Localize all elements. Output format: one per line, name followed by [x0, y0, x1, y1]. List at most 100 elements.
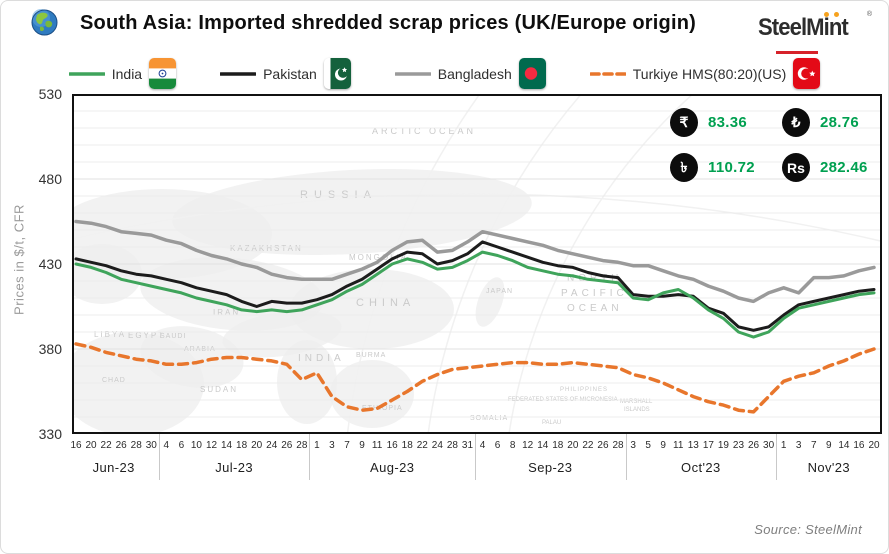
legend-line-sample — [220, 71, 257, 76]
source-note: Source: SteelMint — [754, 522, 862, 537]
x-tick-label: 17 — [702, 440, 714, 451]
legend-label: Pakistan — [263, 65, 317, 82]
x-tick-label: 11 — [673, 440, 684, 451]
legend-item-bangladesh: Bangladesh — [394, 58, 546, 89]
svg-text:CHINA: CHINA — [356, 297, 415, 309]
month-separator — [625, 434, 627, 480]
india-flag-icon — [149, 58, 177, 89]
legend-item-india: India — [68, 58, 177, 89]
x-tick-label: 4 — [479, 440, 486, 451]
y-tick-label: 530 — [38, 86, 62, 102]
svg-text:LIBYA: LIBYA — [94, 330, 126, 339]
bangladesh-flag-icon — [518, 58, 546, 89]
x-tick-label: 12 — [522, 440, 534, 451]
month-label: Aug-23 — [370, 460, 415, 475]
x-tick-label: 8 — [509, 440, 516, 451]
x-tick-label: 20 — [567, 440, 579, 451]
series-pakistan — [74, 240, 876, 332]
x-tick-label: 16 — [853, 440, 865, 451]
month-separator — [158, 434, 160, 480]
x-tick-label: 1 — [780, 440, 787, 451]
pkr-badge-icon: Rs — [782, 153, 810, 182]
x-tick-label: 26 — [597, 440, 609, 451]
x-tick-label: 26 — [747, 440, 760, 451]
svg-text:KAZAKHSTAN: KAZAKHSTAN — [230, 244, 303, 253]
legend-line-sample — [394, 71, 431, 76]
svg-text:MARSHALL: MARSHALL — [620, 399, 653, 405]
svg-text:ETHIOPIA: ETHIOPIA — [362, 405, 403, 412]
turkiye-flag-icon — [793, 58, 821, 89]
x-tick-label: 3 — [329, 440, 335, 451]
month-separator — [309, 434, 311, 480]
svg-text:OCEAN: OCEAN — [567, 303, 623, 314]
x-tick-label: 28 — [296, 440, 308, 451]
legend-item-pakistan: Pakistan — [220, 58, 351, 89]
x-tick-label: 22 — [416, 440, 428, 451]
x-tick-label: 20 — [868, 440, 880, 451]
legend: India Pakistan Bangladesh Turkiye HMS(80… — [1, 58, 888, 89]
svg-text:PALAU: PALAU — [542, 420, 561, 426]
legend-item-turkiye: Turkiye HMS(80:20)(US) — [589, 58, 821, 89]
inr-badge-value: 83.36 — [708, 114, 748, 131]
x-tick-label: 3 — [630, 440, 636, 451]
series-india — [74, 250, 876, 339]
svg-text:PHILIPPINES: PHILIPPINES — [560, 387, 608, 393]
svg-text:IRAN: IRAN — [213, 308, 240, 317]
x-tick-label: 16 — [386, 440, 398, 451]
svg-text:PACIFIC: PACIFIC — [561, 288, 628, 299]
x-tick-label: 31 — [461, 440, 474, 451]
x-tick-label: 19 — [717, 440, 729, 451]
x-tick-label: 11 — [371, 440, 383, 451]
x-tick-label: 14 — [838, 440, 850, 451]
x-tick-label: 12 — [205, 440, 218, 451]
y-tick-label: 430 — [38, 256, 62, 272]
x-tick-label: 24 — [266, 440, 278, 451]
try-badge-value: 28.76 — [820, 114, 860, 131]
x-tick-label: 28 — [612, 440, 624, 451]
pakistan-flag-icon — [323, 58, 351, 89]
x-tick-label: 9 — [826, 440, 832, 451]
x-tick-label: 10 — [190, 440, 202, 451]
x-tick-label: 5 — [645, 440, 651, 451]
globe-icon — [31, 9, 58, 36]
bdt-badge-icon: ৳ — [670, 153, 698, 182]
x-tick-label: 20 — [85, 440, 97, 451]
svg-text:CHAD: CHAD — [102, 377, 126, 384]
x-tick-label: 6 — [178, 440, 185, 451]
x-tick-label: 16 — [70, 440, 82, 451]
y-tick-label: 480 — [38, 171, 62, 187]
month-label: Sep-23 — [528, 460, 573, 475]
month-label: Nov'23 — [807, 460, 851, 475]
header: South Asia: Imported shredded scrap pric… — [1, 1, 888, 54]
month-label: Jun-23 — [92, 460, 135, 475]
x-tick-label: 18 — [552, 440, 564, 451]
series-bangladesh — [74, 219, 876, 304]
exchange-rate-badges: ₹83.36 ₺ 28.76 ৳ 110.72 Rs 282.46 — [670, 108, 888, 182]
x-tick-label: 30 — [763, 440, 775, 451]
x-tick-label: 26 — [281, 440, 293, 451]
series-turkiye-hms-80-20-us- — [74, 342, 876, 414]
x-tick-label: 14 — [537, 440, 549, 451]
svg-text:EGYPT: EGYPT — [128, 331, 165, 340]
svg-text:ARCTIC OCEAN: ARCTIC OCEAN — [372, 126, 476, 136]
x-tick-label: 9 — [359, 440, 365, 451]
x-tick-label: 18 — [236, 440, 248, 451]
svg-text:MONGOLIA: MONGOLIA — [349, 253, 408, 262]
month-label: Oct'23 — [681, 460, 721, 475]
y-tick-label: 380 — [38, 341, 62, 357]
price-lines-chart: ARCTIC OCEAN RUSSIA KAZAKHSTAN MONGOLIA CHIN… — [72, 94, 882, 434]
x-tick-label: 7 — [810, 440, 817, 451]
x-tick-label: 9 — [660, 440, 666, 451]
page-title: South Asia: Imported shredded scrap pric… — [80, 12, 696, 34]
x-tick-label: 24 — [431, 440, 443, 451]
legend-label: India — [111, 65, 143, 82]
svg-text:INDIA: INDIA — [298, 353, 345, 364]
legend-line-sample — [589, 71, 626, 76]
pkr-badge-value: 282.46 — [820, 159, 868, 176]
x-tick-label: 13 — [687, 440, 699, 451]
x-tick-label: 3 — [795, 440, 802, 451]
x-tick-label: 30 — [145, 440, 157, 451]
svg-text:RUSSIA: RUSSIA — [300, 189, 377, 201]
svg-text:BURMA: BURMA — [356, 352, 386, 359]
svg-text:SAUDI: SAUDI — [160, 333, 186, 340]
